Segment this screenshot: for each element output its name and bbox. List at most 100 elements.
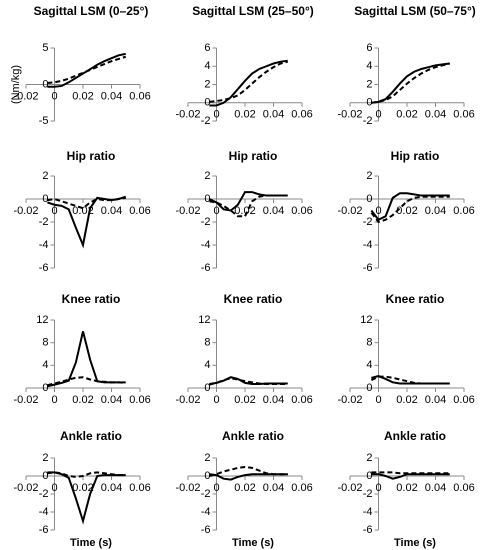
y-tick-label: 2 [366, 170, 372, 182]
y-tick-label: -4 [201, 506, 211, 518]
y-tick-label: 0 [366, 470, 372, 482]
x-tick-label: -0.02 [337, 205, 362, 217]
data-line [370, 375, 450, 385]
x-tick-label: 0 [51, 205, 57, 217]
data-line [209, 194, 288, 218]
x-tick-label: 0.04 [263, 109, 284, 121]
x-tick-label: 0 [213, 482, 219, 494]
chart-title: Hip ratio [391, 149, 440, 163]
y-tick-label: -2 [39, 488, 49, 500]
x-tick-label: -0.02 [13, 394, 38, 406]
y-tick-label: -2 [201, 216, 211, 228]
chart-title: Knee ratio [62, 292, 121, 306]
x-tick-label: 0.06 [291, 109, 312, 121]
y-tick-label: -2 [201, 488, 211, 500]
y-tick-label: -6 [363, 524, 373, 536]
y-tick-label: 4 [204, 359, 210, 371]
x-tick-label: 0.02 [396, 205, 417, 217]
x-tick-label: 0.02 [72, 482, 93, 494]
y-tick-label: 0 [366, 97, 372, 109]
y-tick-label: 2 [366, 78, 372, 90]
x-tick-label: 0.04 [101, 482, 122, 494]
y-tick-label: 4 [366, 60, 372, 72]
y-tick-label: -4 [39, 506, 49, 518]
x-tick-label: 0.04 [101, 90, 122, 102]
y-tick-label: 6 [366, 42, 372, 54]
chart-title: Sagittal LSM (0–25°) [34, 4, 149, 18]
data-line [209, 59, 288, 107]
x-tick-label: 0.06 [291, 482, 312, 494]
y-tick-label: 2 [204, 78, 210, 90]
y-tick-label: -6 [39, 262, 49, 274]
y-tick-label: 8 [42, 337, 48, 349]
x-tick-label: 0 [375, 482, 381, 494]
y-tick-label: 8 [204, 337, 210, 349]
chart-title: Sagittal LSM (50–75°) [354, 4, 476, 18]
y-tick-label: 0 [204, 470, 210, 482]
y-tick-label: -6 [201, 262, 211, 274]
chart-title: Sagittal LSM (25–50°) [192, 4, 314, 18]
y-axis-label: (Nm/kg) [10, 65, 22, 104]
x-tick-label: 0.06 [291, 394, 312, 406]
y-tick-label: -2 [363, 115, 373, 127]
y-tick-label: 5 [42, 42, 48, 54]
x-tick-label: -0.02 [337, 482, 362, 494]
x-tick-label: 0.04 [425, 205, 446, 217]
y-tick-label: 2 [42, 170, 48, 182]
x-tick-label: 0.02 [396, 394, 417, 406]
data-line [47, 471, 126, 478]
data-line [47, 195, 127, 249]
y-tick-label: 0 [42, 78, 48, 90]
y-tick-label: 12 [198, 314, 210, 326]
x-tick-label: 0.04 [425, 109, 446, 121]
x-tick-label: 0.02 [396, 482, 417, 494]
x-tick-label: 0 [213, 205, 219, 217]
x-tick-label: -0.02 [175, 482, 200, 494]
chart-title: Ankle ratio [384, 429, 446, 443]
chart-title: Ankle ratio [222, 429, 284, 443]
y-tick-label: 0 [42, 382, 48, 394]
x-tick-label: 0.02 [234, 205, 255, 217]
y-tick-label: -6 [39, 524, 49, 536]
data-line [209, 377, 288, 386]
data-line [209, 465, 288, 477]
x-tick-label: 0.04 [263, 482, 284, 494]
y-tick-label: 0 [366, 193, 372, 205]
data-line [47, 55, 127, 85]
data-line [371, 471, 450, 475]
y-tick-label: 0 [204, 382, 210, 394]
y-tick-label: -4 [363, 506, 373, 518]
y-tick-label: -4 [39, 239, 49, 251]
x-tick-label: 0 [213, 109, 219, 121]
x-tick-label: 0.04 [425, 482, 446, 494]
x-tick-label: 0.02 [72, 90, 93, 102]
x-tick-label: 0.06 [453, 109, 474, 121]
y-tick-label: -6 [363, 262, 373, 274]
x-tick-label: 0 [51, 90, 57, 102]
x-tick-label: 0.06 [129, 205, 150, 217]
y-tick-label: 2 [366, 452, 372, 464]
y-tick-label: -4 [363, 239, 373, 251]
x-tick-label: 0.06 [129, 90, 150, 102]
x-tick-label: 0.06 [129, 394, 150, 406]
y-tick-label: 2 [204, 452, 210, 464]
y-tick-label: 12 [36, 314, 48, 326]
x-tick-label: 0.02 [234, 394, 255, 406]
y-tick-label: 0 [204, 193, 210, 205]
data-line [370, 195, 450, 224]
x-tick-label: 0.02 [396, 109, 417, 121]
x-axis-label: Time (s) [232, 537, 274, 549]
y-tick-label: -6 [201, 524, 211, 536]
x-tick-label: -0.02 [337, 394, 362, 406]
data-line [47, 471, 126, 525]
x-tick-label: 0.06 [453, 482, 474, 494]
x-tick-label: 0.04 [425, 394, 446, 406]
x-tick-label: 0.02 [234, 109, 255, 121]
y-tick-label: 0 [42, 193, 48, 205]
x-tick-label: -0.02 [175, 394, 200, 406]
y-tick-label: 2 [42, 452, 48, 464]
x-tick-label: 0.02 [234, 482, 255, 494]
x-tick-label: 0 [51, 394, 57, 406]
x-tick-label: 0.06 [453, 205, 474, 217]
chart-title: Knee ratio [224, 292, 283, 306]
